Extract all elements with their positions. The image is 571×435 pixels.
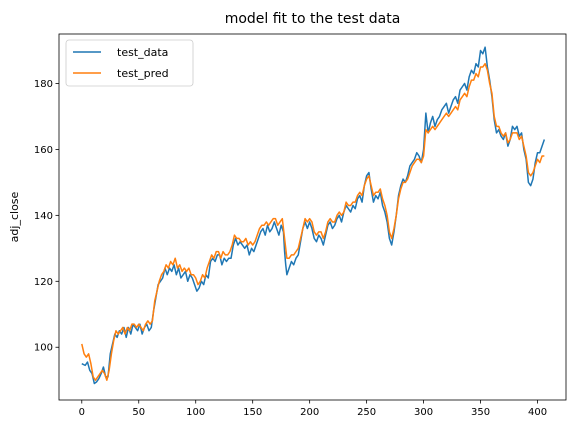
x-tick-label: 100 (186, 407, 205, 418)
y-tick-label: 100 (34, 343, 53, 354)
x-tick-label: 350 (471, 407, 490, 418)
plot-area (81, 46, 546, 385)
y-tick-label: 140 (34, 211, 53, 222)
x-tick-label: 50 (132, 407, 145, 418)
x-tick-label: 300 (414, 407, 433, 418)
series-line-test-pred (81, 62, 545, 381)
y-tick-label: 180 (34, 79, 53, 90)
y-axis-title: adj_close (8, 191, 21, 242)
x-tick-label: 0 (79, 407, 85, 418)
legend-label-test-data: test_data (117, 46, 168, 59)
x-axis: 0 50 100 150 200 250 300 350 400 (79, 400, 547, 418)
x-tick-label: 200 (300, 407, 319, 418)
x-tick-label: 250 (357, 407, 376, 418)
x-tick-label: 400 (528, 407, 547, 418)
legend-label-test-pred: test_pred (117, 67, 169, 80)
legend: test_data test_pred (65, 39, 194, 87)
y-tick-label: 160 (34, 145, 53, 156)
y-axis: 100 120 140 160 180 (34, 79, 59, 354)
x-tick-label: 150 (243, 407, 262, 418)
series-line-test-data (81, 46, 546, 385)
chart-title: model fit to the test data (225, 11, 401, 27)
plot-frame (58, 33, 567, 401)
y-tick-label: 120 (34, 277, 53, 288)
